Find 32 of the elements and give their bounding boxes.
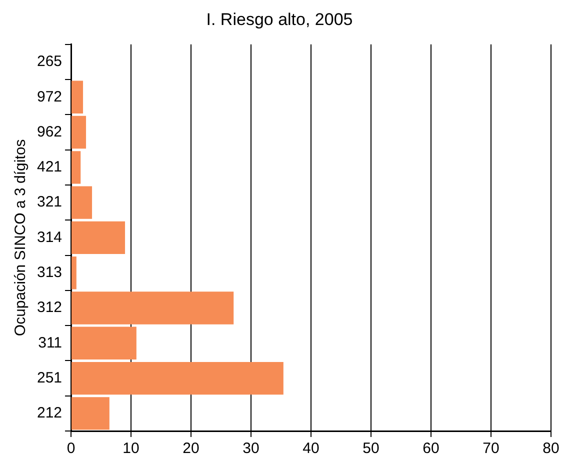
bar	[72, 186, 92, 219]
y-tick-label: 312	[36, 299, 62, 316]
x-tick-label: 0	[66, 440, 76, 458]
y-tick-label: 265	[36, 53, 62, 70]
y-tick-label: 972	[36, 88, 62, 106]
x-tick-label: 10	[122, 440, 140, 458]
bar	[72, 292, 234, 324]
y-tick-label: 212	[36, 404, 62, 422]
x-tick-label: 60	[422, 440, 440, 458]
bar	[72, 397, 110, 430]
bar	[72, 256, 76, 290]
y-axis-title: Ocupación SINCO a 3 dígitos	[12, 139, 30, 336]
chart-title: I. Riesgo alto, 2005	[206, 10, 353, 29]
y-tick-label: 251	[36, 369, 62, 386]
y-tick-label: 421	[36, 158, 62, 176]
bar	[72, 116, 86, 149]
bar	[72, 80, 84, 114]
x-tick-label: 40	[302, 440, 320, 458]
bar	[72, 362, 284, 395]
bar	[72, 151, 81, 184]
x-tick-label: 30	[242, 440, 260, 458]
x-tick-label: 20	[182, 440, 200, 458]
x-tick-label: 50	[362, 440, 380, 458]
y-tick-label: 962	[36, 123, 62, 140]
y-tick-label: 314	[36, 228, 62, 246]
bar	[72, 326, 136, 360]
y-tick-label: 311	[38, 334, 62, 352]
y-tick-label: 321	[36, 194, 62, 211]
x-tick-label: 70	[482, 440, 500, 458]
y-tick-label: 313	[36, 264, 62, 281]
x-tick-label: 80	[542, 440, 560, 458]
bar	[72, 221, 126, 254]
